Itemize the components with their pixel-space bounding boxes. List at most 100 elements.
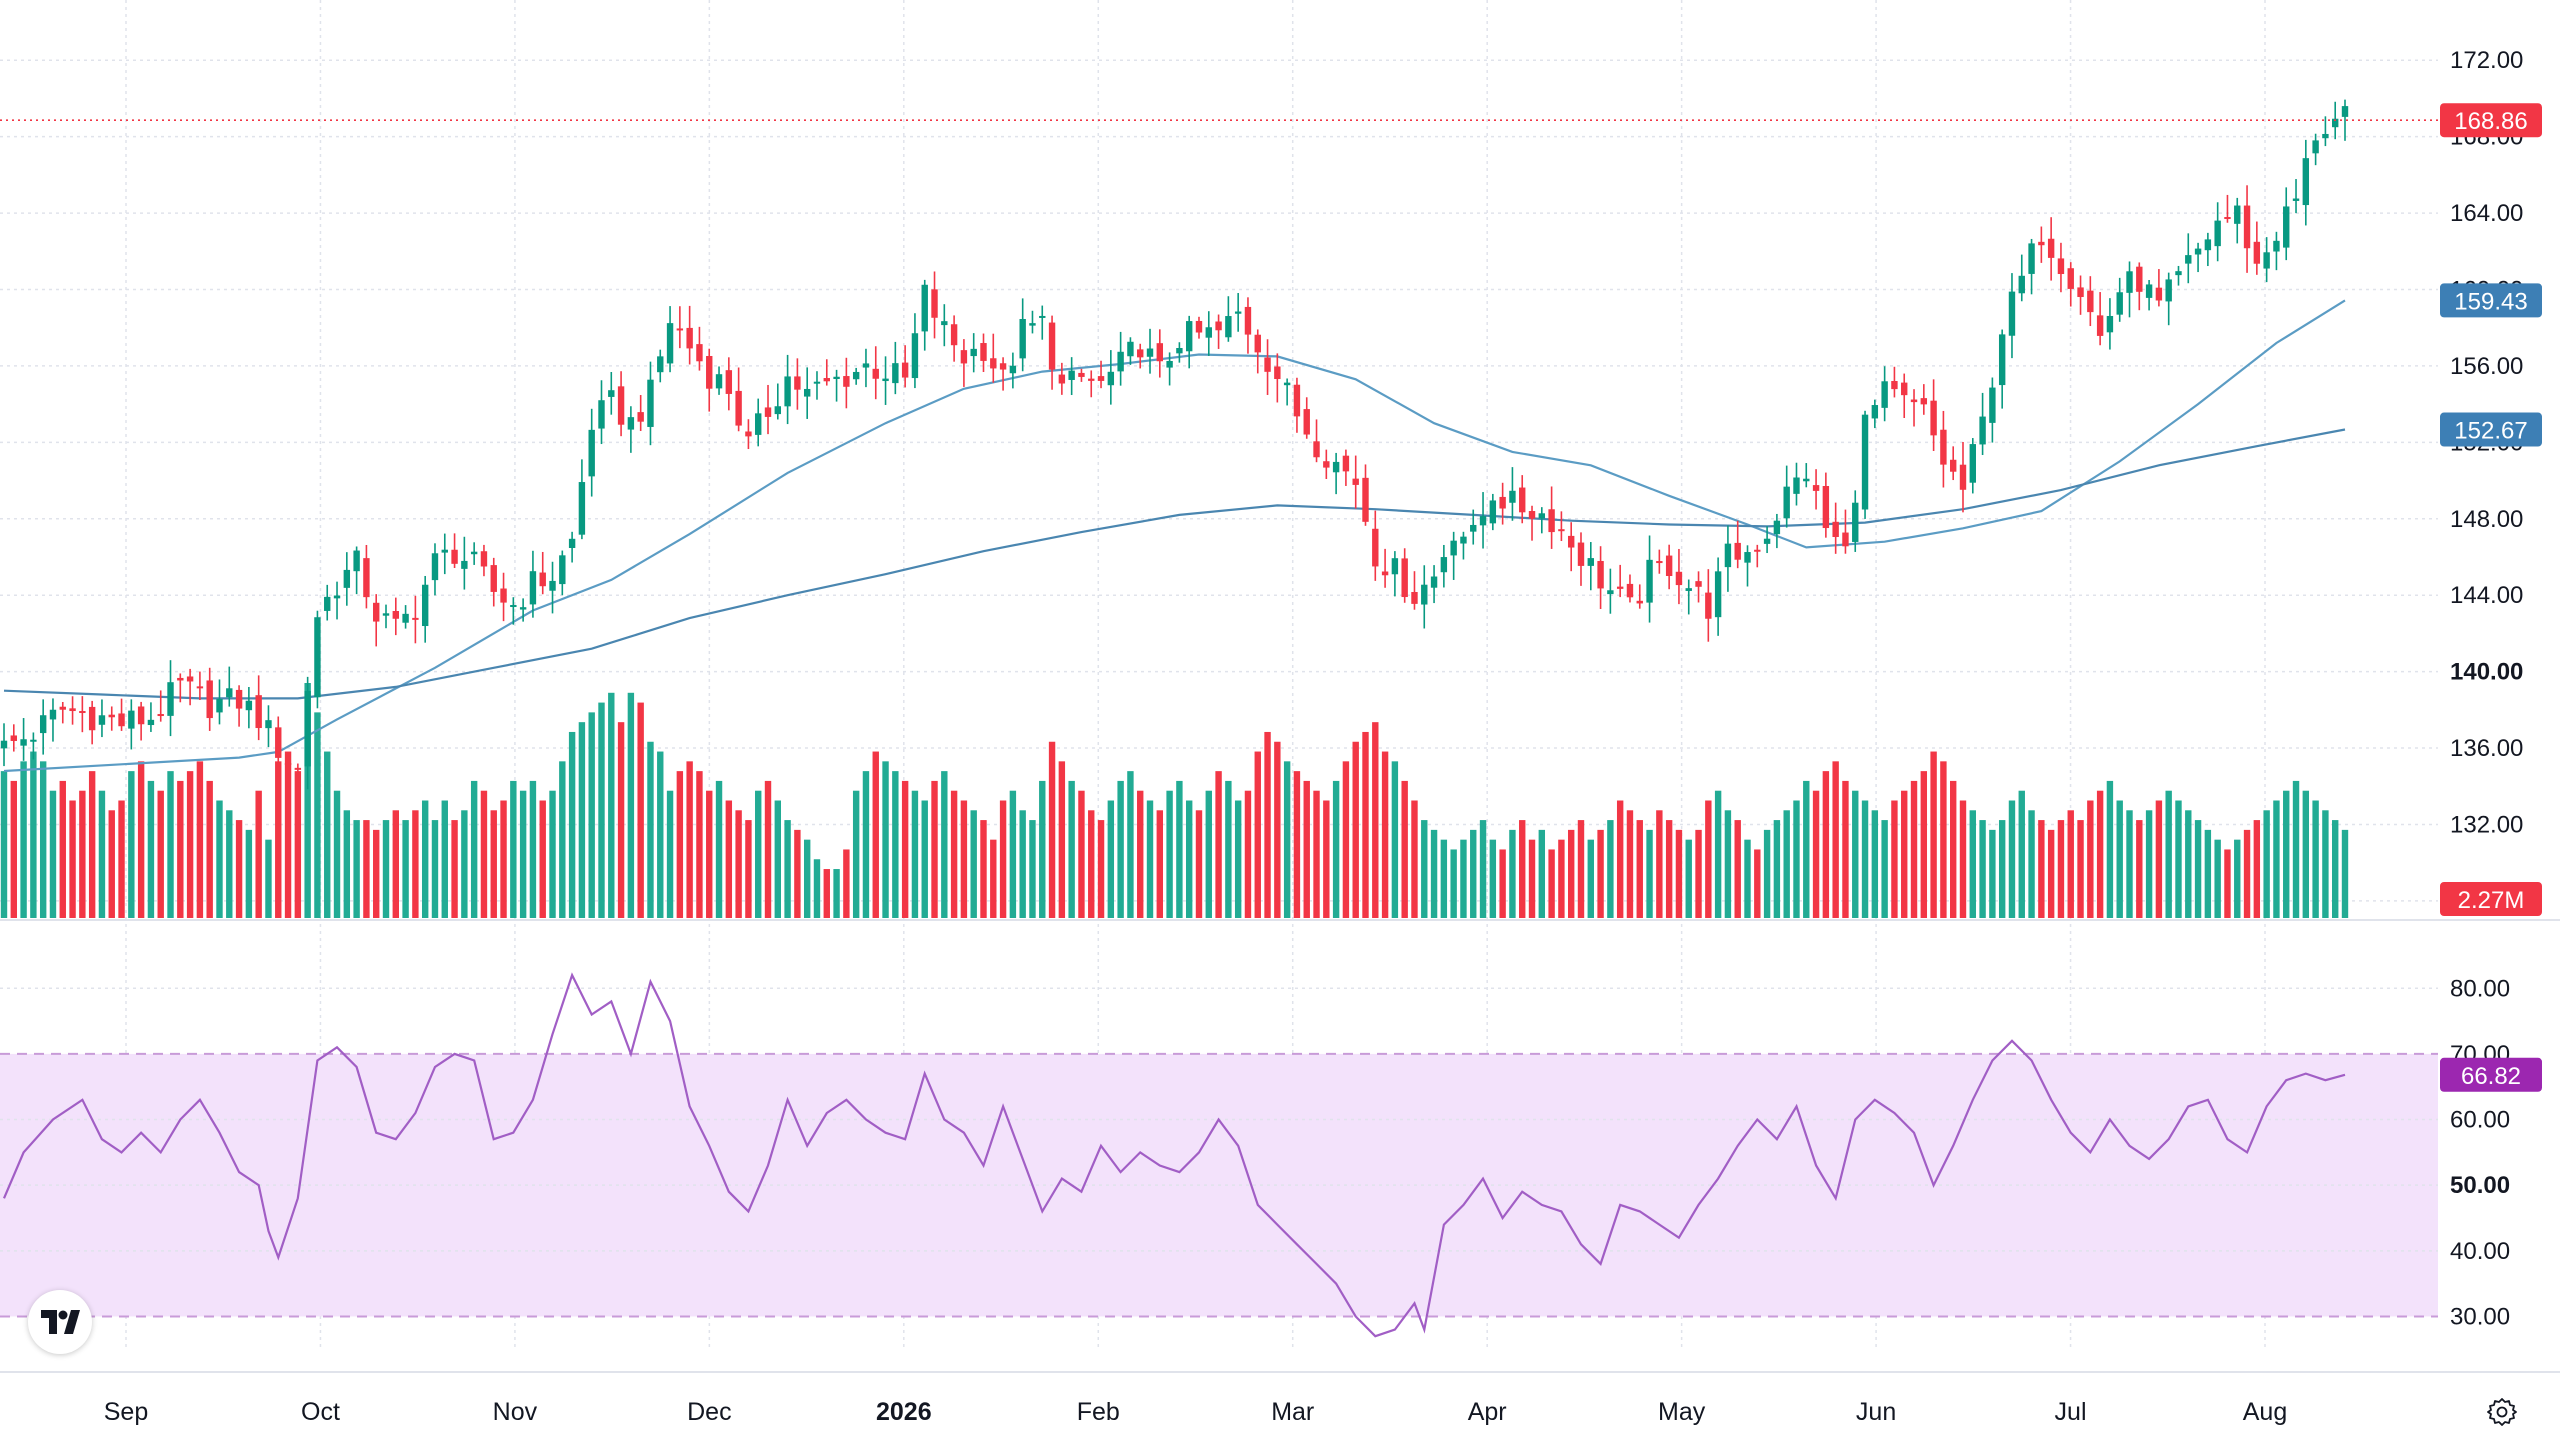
volume-bar	[2018, 790, 2025, 918]
volume-bar	[960, 800, 968, 918]
volume-bar	[421, 800, 429, 918]
volume-bar	[412, 810, 419, 918]
volume-bar	[970, 810, 977, 918]
volume-bar	[1754, 849, 1761, 918]
candle-body	[1656, 561, 1663, 564]
candle-body	[1832, 521, 1839, 538]
candle-body	[823, 378, 830, 382]
volume-bar	[2047, 829, 2055, 918]
volume-bar	[1695, 829, 1702, 918]
candle-body	[725, 370, 733, 394]
volume-bar	[157, 790, 164, 918]
volume-bar	[931, 780, 938, 918]
time-axis-label: Feb	[1077, 1398, 1120, 1426]
volume-bar	[1107, 800, 1115, 918]
candle-body	[1411, 591, 1418, 604]
tradingview-logo-icon[interactable]	[28, 1290, 92, 1354]
volume-bar	[1362, 731, 1369, 918]
volume-bar	[1254, 751, 1261, 918]
volume-bar	[2273, 800, 2280, 918]
long-ma-value-label-box	[2440, 412, 2542, 447]
candle-body	[1303, 409, 1310, 435]
volume-bar	[1176, 780, 1183, 918]
volume-bar	[2312, 800, 2319, 918]
volume-bar	[1616, 800, 1624, 918]
volume-bar	[568, 731, 576, 918]
settings-gear-icon[interactable]	[2480, 1390, 2524, 1434]
volume-bar	[275, 761, 282, 918]
volume-bar	[304, 683, 311, 918]
candle-body	[1470, 524, 1477, 532]
price-axis-tick: 164.00	[2450, 200, 2523, 227]
volume-bar	[519, 790, 527, 918]
candle-body	[1675, 571, 1683, 586]
candle-body	[549, 580, 556, 591]
candle-body	[1616, 586, 1624, 589]
candle-body	[206, 680, 213, 719]
volume-bar	[2106, 780, 2114, 918]
volume-bar	[803, 839, 811, 918]
volume-bar	[1587, 839, 1594, 918]
volume-bar	[1323, 800, 1330, 918]
candle-body	[118, 713, 125, 727]
candle-body	[1940, 429, 1947, 465]
candle-body	[794, 376, 801, 390]
volume-bar	[862, 771, 870, 918]
candle-body	[519, 607, 527, 610]
volume-bar	[382, 820, 390, 918]
volume-bar	[88, 771, 96, 918]
candle-body	[1097, 376, 1105, 381]
candle-body	[1058, 374, 1066, 384]
candle-body	[1979, 416, 1986, 445]
volume-bar	[1940, 761, 1947, 918]
candle-body	[1254, 334, 1261, 353]
candle-body	[10, 735, 17, 741]
volume-bar	[2175, 800, 2182, 918]
volume-bar	[637, 702, 644, 918]
volume-bar	[2087, 800, 2094, 918]
candle-body	[510, 605, 517, 608]
candle-body	[1372, 528, 1379, 567]
volume-bar	[470, 780, 478, 918]
volume-bar	[343, 810, 351, 918]
candle-body	[1783, 486, 1790, 519]
candle-body	[1950, 459, 1957, 472]
candle-body	[1891, 380, 1898, 390]
volume-bar	[186, 771, 194, 918]
volume-bar	[441, 800, 448, 918]
candle-body	[764, 407, 772, 417]
volume-bar	[559, 761, 566, 918]
candle-body	[108, 714, 115, 718]
volume-bar	[2155, 800, 2163, 918]
candle-body	[833, 376, 840, 380]
volume-bar	[598, 702, 605, 918]
candle-body	[1342, 455, 1350, 472]
candle-body	[2322, 133, 2329, 139]
candle-body	[1567, 535, 1575, 548]
volume-bar	[255, 790, 262, 918]
candle-body	[529, 571, 537, 605]
candle-body	[1744, 552, 1751, 563]
candle-body	[901, 362, 909, 378]
candle-body	[735, 390, 742, 426]
time-axis-label: Oct	[301, 1398, 340, 1426]
candle-body	[617, 386, 625, 425]
candle-body	[2096, 315, 2104, 336]
candle-body	[676, 328, 684, 331]
candle-body	[1381, 571, 1389, 576]
candle-body	[1969, 444, 1976, 483]
volume-bar	[2214, 839, 2221, 918]
volume-bar	[1567, 829, 1575, 918]
volume-bar	[2341, 829, 2349, 918]
candle-body	[470, 551, 478, 555]
candle-body	[578, 482, 586, 535]
volume-bar	[911, 790, 919, 918]
volume-bar	[1313, 790, 1320, 918]
volume-bar	[79, 790, 86, 918]
volume-bar	[1137, 790, 1144, 918]
candle-body	[1352, 478, 1359, 485]
volume-bar	[1950, 780, 1957, 918]
candle-body	[1283, 382, 1291, 386]
